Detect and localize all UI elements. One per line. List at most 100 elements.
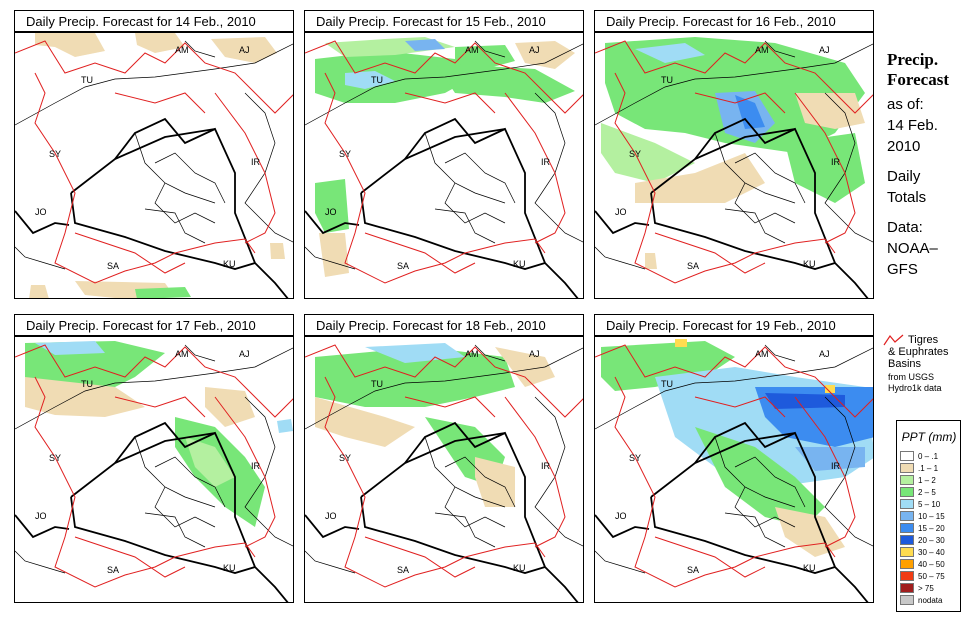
country-label: IR (831, 461, 841, 471)
country-label: AJ (529, 45, 540, 55)
panel-title: Daily Precip. Forecast for 17 Feb., 2010 (14, 314, 294, 336)
basin-legend-line5: Hydro1k data (888, 383, 942, 393)
legend-label: 10 – 15 (918, 512, 945, 521)
country-border (404, 421, 546, 568)
country-label: SA (687, 565, 699, 575)
precip-area (35, 33, 105, 57)
basin-boundary (595, 344, 873, 418)
country-label: SA (107, 565, 119, 575)
precip-area (29, 285, 49, 298)
country-border (650, 432, 796, 498)
basin-boundary (504, 92, 566, 244)
precip-area (645, 253, 657, 269)
legend-label: 5 – 10 (918, 500, 941, 509)
country-label: AM (755, 349, 769, 359)
precip-area (319, 233, 349, 277)
legend-label: > 75 (918, 584, 934, 593)
legend-label: 2 – 5 (918, 488, 936, 497)
country-label: KU (223, 259, 236, 269)
legend-row: 50 – 75 (900, 571, 945, 582)
basin-boundary (614, 376, 756, 588)
basin-boundary (74, 232, 186, 274)
admin-border (15, 347, 293, 430)
basin-boundary (15, 344, 293, 418)
precip-area (635, 43, 705, 63)
precip-area (35, 341, 105, 355)
admin-border (305, 43, 583, 126)
basin-legend-line4: from USGS (888, 372, 935, 382)
country-label: TU (661, 75, 673, 85)
admin-border (184, 344, 216, 362)
country-label: TU (661, 379, 673, 389)
country-label: KU (513, 259, 526, 269)
admin-border (595, 246, 646, 270)
forecast-panel-17feb: Daily Precip. Forecast for 17 Feb., 2010… (14, 314, 294, 603)
basin-legend-line1: Tigres (908, 334, 939, 346)
basin-boundary (404, 92, 496, 114)
precip-area (601, 341, 735, 391)
basin-boundary (794, 92, 856, 244)
admin-border (734, 182, 796, 224)
precip-area (205, 387, 255, 427)
precip-area (135, 287, 191, 298)
admin-border (595, 43, 873, 126)
legend-swatch (900, 487, 914, 497)
panel-title: Daily Precip. Forecast for 16 Feb., 2010 (594, 10, 874, 32)
country-label: SA (397, 565, 409, 575)
basin-boundary (214, 92, 276, 244)
legend-label: 1 – 2 (918, 476, 936, 485)
country-label: SA (397, 261, 409, 271)
legend-row: 10 – 15 (900, 511, 945, 522)
admin-border (15, 246, 66, 270)
country-border (360, 496, 546, 574)
country-border (650, 192, 836, 270)
legend-label: 50 – 75 (918, 572, 945, 581)
legend-title: PPT (mm) (901, 430, 957, 444)
admin-border (184, 40, 216, 58)
daily-line1: Daily (887, 168, 921, 185)
basin-boundary (754, 542, 836, 558)
admin-border (595, 550, 646, 574)
legend-row: 5 – 10 (900, 499, 940, 510)
ppt-legend: PPT (mm) 0 – .1 .1 – 1 1 – 2 2 – 5 5 – 10 10 … (896, 420, 961, 612)
admin-border (444, 486, 506, 528)
asof-label: as of: (887, 96, 924, 113)
forecast-panel-14feb: Daily Precip. Forecast for 14 Feb., 2010… (14, 10, 294, 299)
side-info: Precip. Forecast as of: 14 Feb. 2010 Dai… (887, 50, 949, 280)
panel-title: Daily Precip. Forecast for 14 Feb., 2010 (14, 10, 294, 32)
country-label: AJ (819, 45, 830, 55)
admin-border (305, 246, 356, 270)
country-border (595, 514, 650, 539)
basin-boundary (305, 40, 583, 114)
legend-swatch (900, 511, 914, 521)
legend-swatch (900, 523, 914, 533)
country-label: AM (465, 349, 479, 359)
basin-boundary (364, 232, 476, 274)
country-label: IR (251, 461, 261, 471)
country-border (15, 210, 70, 235)
legend-swatch (900, 595, 914, 605)
basin-boundary (464, 238, 546, 254)
basin-boundary (654, 536, 766, 578)
legend-label: 20 – 30 (918, 536, 945, 545)
legend-swatch (900, 475, 914, 485)
basin-legend-line3: Basins (888, 358, 922, 370)
panel-title: Daily Precip. Forecast for 18 Feb., 2010 (304, 314, 584, 336)
country-label: AM (755, 45, 769, 55)
basin-boundary (15, 40, 293, 114)
admin-border (134, 132, 216, 204)
country-label: TU (81, 379, 93, 389)
precip-area (315, 179, 349, 233)
basin-line-icon (883, 334, 904, 346)
admin-border (154, 152, 226, 204)
map-canvas: AM AJ TU SY IR JO SA KU (15, 341, 293, 602)
basin-boundary (404, 396, 496, 418)
legend-swatch (900, 571, 914, 581)
precip-area (675, 339, 687, 347)
country-border (694, 421, 836, 568)
country-label: SA (687, 261, 699, 271)
country-label: SY (49, 149, 61, 159)
admin-border (444, 152, 516, 204)
country-border (254, 566, 289, 602)
basin-boundary (74, 536, 186, 578)
